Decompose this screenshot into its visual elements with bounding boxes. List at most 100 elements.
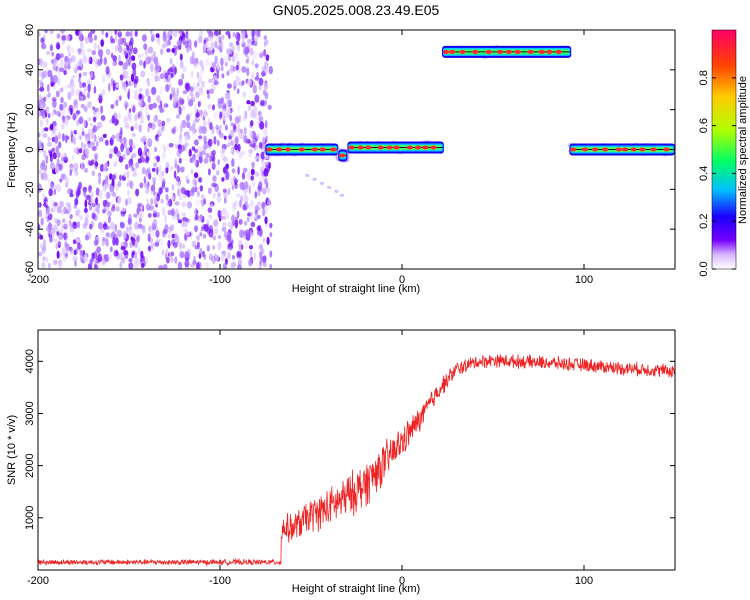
segment-peak — [284, 147, 292, 152]
noise-speckle — [191, 158, 196, 164]
noise-speckle — [102, 74, 106, 83]
noise-speckle — [177, 219, 183, 224]
x-tick-label: 0 — [399, 274, 405, 286]
noise-speckle — [75, 238, 81, 243]
noise-speckle — [261, 72, 266, 77]
noise-speckle — [169, 58, 173, 65]
noise-speckle — [235, 40, 240, 46]
noise-speckle — [111, 134, 116, 140]
segment-peak — [621, 147, 629, 152]
noise-speckle — [145, 80, 149, 85]
noise-speckle — [118, 155, 124, 163]
noise-speckle — [99, 163, 105, 172]
noise-speckle — [224, 62, 228, 67]
noise-speckle — [179, 53, 183, 61]
noise-speckle — [110, 35, 113, 44]
noise-speckle — [229, 42, 234, 48]
noise-speckle — [53, 68, 59, 74]
noise-speckle — [70, 55, 76, 63]
noise-speckle — [63, 223, 68, 230]
noise-speckle — [175, 181, 179, 187]
noise-speckle — [60, 53, 64, 59]
segment-peak — [615, 147, 623, 152]
noise-speckle — [63, 85, 68, 90]
noise-speckle — [90, 30, 96, 34]
noise-speckle — [130, 126, 134, 132]
noise-speckle — [41, 261, 46, 269]
segment-peak — [527, 49, 534, 54]
noise-speckle — [226, 70, 230, 76]
noise-speckle — [44, 30, 48, 34]
noise-speckle — [80, 40, 84, 50]
noise-speckle — [69, 193, 74, 198]
noise-speckle — [227, 252, 231, 259]
noise-speckle — [236, 88, 240, 95]
noise-speckle — [173, 45, 178, 50]
noise-speckle — [199, 185, 204, 192]
noise-speckle — [153, 198, 158, 206]
noise-speckle — [194, 158, 198, 167]
noise-speckle — [263, 35, 267, 41]
noise-speckle — [78, 94, 82, 100]
noise-speckle — [82, 82, 86, 88]
noise-speckle — [42, 256, 46, 262]
segment-peak — [505, 49, 513, 54]
noise-speckle — [97, 58, 102, 66]
noise-speckle — [47, 69, 53, 78]
noise-speckle — [225, 163, 229, 170]
noise-speckle — [237, 264, 242, 269]
noise-speckle — [196, 199, 200, 206]
noise-speckle — [235, 76, 241, 86]
y-tick-label: -40 — [24, 221, 36, 237]
noise-speckle — [145, 256, 149, 264]
noise-speckle — [82, 55, 88, 64]
noise-speckle — [64, 134, 68, 144]
noise-speckle — [139, 217, 142, 223]
noise-speckle — [88, 205, 93, 211]
noise-speckle — [98, 93, 103, 100]
noise-speckle — [73, 249, 77, 256]
noise-speckle — [105, 66, 110, 75]
noise-speckle — [141, 135, 147, 143]
noise-speckle — [236, 193, 241, 198]
noise-speckle — [150, 63, 154, 73]
noise-speckle — [68, 52, 71, 57]
noise-speckle — [257, 201, 261, 206]
noise-speckle — [62, 218, 66, 223]
noise-speckle — [65, 181, 69, 188]
noise-speckle — [216, 170, 220, 176]
noise-speckle — [264, 100, 268, 105]
noise-speckle — [230, 262, 236, 269]
signal-segment — [441, 44, 572, 60]
noise-speckle — [159, 86, 164, 95]
noise-speckle — [105, 48, 111, 55]
noise-speckle — [206, 245, 210, 252]
noise-speckle — [137, 203, 142, 208]
noise-speckle — [43, 96, 47, 102]
noise-speckle — [223, 197, 227, 204]
y-tick-label: 60 — [24, 24, 36, 36]
noise-speckle — [163, 145, 167, 153]
snr-x-axis-label: Height of straight line (km) — [292, 583, 420, 595]
noise-speckle — [45, 106, 50, 114]
noise-speckle — [234, 136, 239, 145]
noise-speckle — [134, 114, 138, 122]
noise-speckle — [207, 138, 213, 147]
colorbar-tick-label: 0.0 — [698, 261, 710, 276]
noise-speckle — [71, 82, 75, 90]
noise-speckle — [154, 199, 158, 205]
noise-speckle — [226, 83, 232, 89]
noise-speckle — [254, 191, 258, 199]
signal-segment — [347, 140, 445, 155]
noise-speckle — [103, 254, 106, 260]
noise-speckle — [203, 224, 209, 232]
noise-speckle — [55, 146, 59, 154]
noise-speckle — [133, 213, 138, 218]
noise-speckle — [120, 127, 123, 136]
noise-speckle — [221, 34, 225, 40]
noise-speckle — [78, 116, 84, 125]
noise-speckle — [141, 34, 147, 42]
noise-speckle — [260, 171, 264, 177]
noise-speckle — [244, 46, 250, 55]
colorbar-label: Normalized spectral amplitude — [737, 76, 749, 224]
